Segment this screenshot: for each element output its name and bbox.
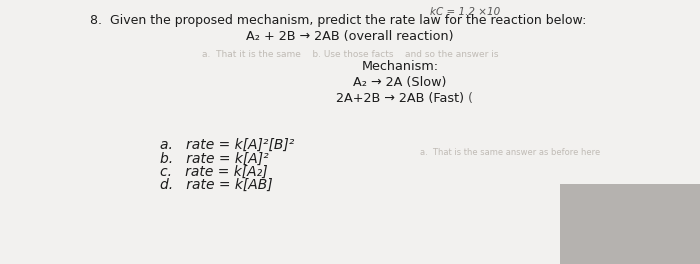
- Text: kC = 1.2 ×10: kC = 1.2 ×10: [430, 7, 500, 17]
- Text: a.  That is the same answer as before here: a. That is the same answer as before her…: [420, 148, 601, 157]
- Text: A₂ → 2A (Slow): A₂ → 2A (Slow): [354, 76, 447, 89]
- Text: a.  That it is the same    b. Use those facts    and so the answer is: a. That it is the same b. Use those fact…: [202, 50, 498, 59]
- FancyBboxPatch shape: [560, 184, 700, 264]
- Text: b.   rate = k[A]²: b. rate = k[A]²: [160, 152, 269, 166]
- Text: A₂ + 2B → 2AB (overall reaction): A₂ + 2B → 2AB (overall reaction): [246, 30, 454, 43]
- Text: Mechanism:: Mechanism:: [361, 60, 439, 73]
- Text: d.   rate = k[AB]: d. rate = k[AB]: [160, 178, 272, 192]
- Text: (: (: [468, 92, 473, 105]
- Text: c.   rate = k[A₂]: c. rate = k[A₂]: [160, 165, 267, 179]
- Text: a.   rate = k[A]²[B]²: a. rate = k[A]²[B]²: [160, 138, 295, 152]
- Text: 2A+2B → 2AB (Fast): 2A+2B → 2AB (Fast): [336, 92, 464, 105]
- Text: 8.  Given the proposed mechanism, predict the rate law for the reaction below:: 8. Given the proposed mechanism, predict…: [90, 14, 587, 27]
